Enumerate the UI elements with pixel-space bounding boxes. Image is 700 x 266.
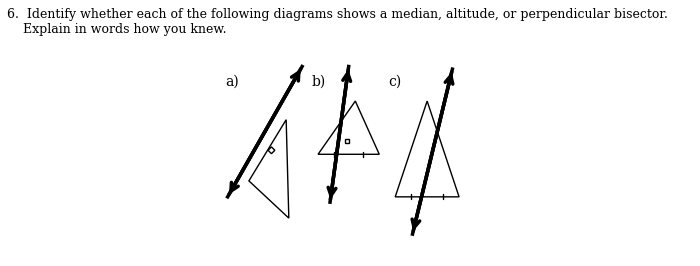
- Text: a): a): [225, 74, 239, 89]
- Text: c): c): [389, 74, 402, 89]
- Text: 6.  Identify whether each of the following diagrams shows a median, altitude, or: 6. Identify whether each of the followin…: [7, 8, 668, 36]
- Text: b): b): [312, 74, 326, 89]
